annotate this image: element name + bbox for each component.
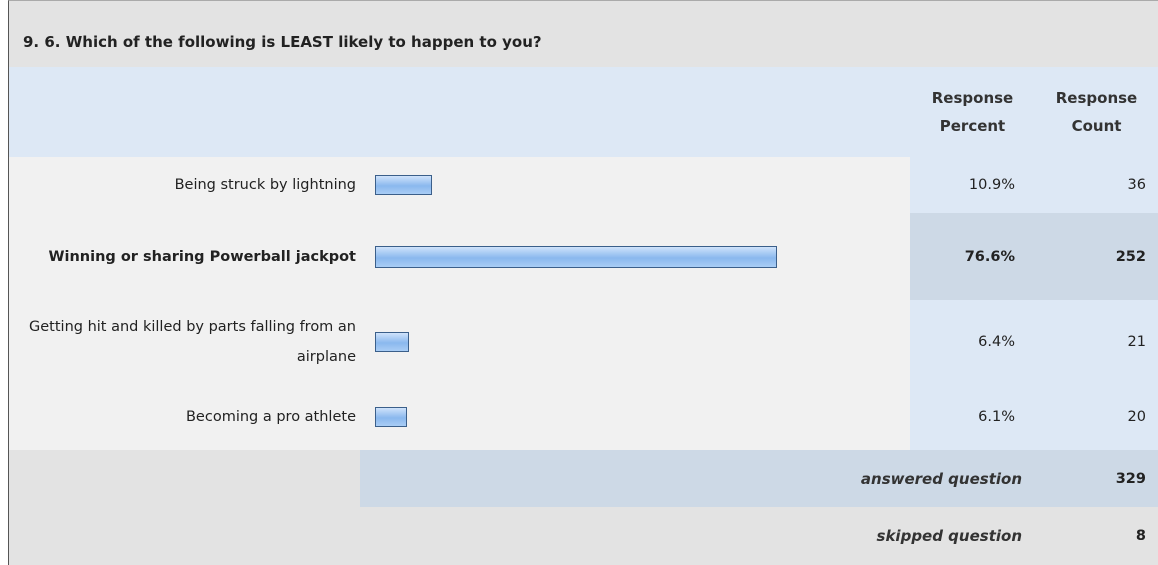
skipped-label: skipped question [876, 527, 1022, 545]
header-row [8, 67, 1158, 157]
row-bg [8, 300, 910, 383]
percent-cell: 6.1% [910, 383, 1035, 450]
answered-label: answered question [860, 469, 1022, 488]
skipped-value: 8 [1135, 528, 1146, 544]
row-label: Becoming a pro athlete [185, 408, 356, 425]
percent-cell: 6.4% [910, 300, 1035, 383]
response-bar [375, 406, 408, 427]
header-count: Response Count [1055, 89, 1138, 135]
row-bg [8, 383, 910, 450]
answered-value: 329 [1115, 470, 1146, 487]
response-bar [375, 331, 409, 352]
count-cell: 20 [1035, 383, 1158, 450]
percent-cell: 10.9% [910, 157, 1035, 213]
count-cell: 252 [1035, 213, 1158, 300]
count-cell: 21 [1035, 300, 1158, 383]
row-label: Being struck by lightning [174, 177, 356, 193]
response-bar [375, 245, 778, 268]
response-bar [375, 175, 433, 195]
count-cell: 36 [1035, 157, 1158, 213]
row-bg [8, 157, 910, 213]
answered-bg [360, 450, 1158, 507]
header-percent: Response Percent [931, 89, 1014, 135]
row-label: Winning or sharing Powerball jackpot [48, 248, 357, 265]
percent-cell: 76.6% [910, 213, 1035, 300]
question-title: 9. 6. Which of the following is LEAST li… [8, 0, 1158, 67]
row-label: Getting hit and killed by parts falling … [29, 318, 356, 365]
